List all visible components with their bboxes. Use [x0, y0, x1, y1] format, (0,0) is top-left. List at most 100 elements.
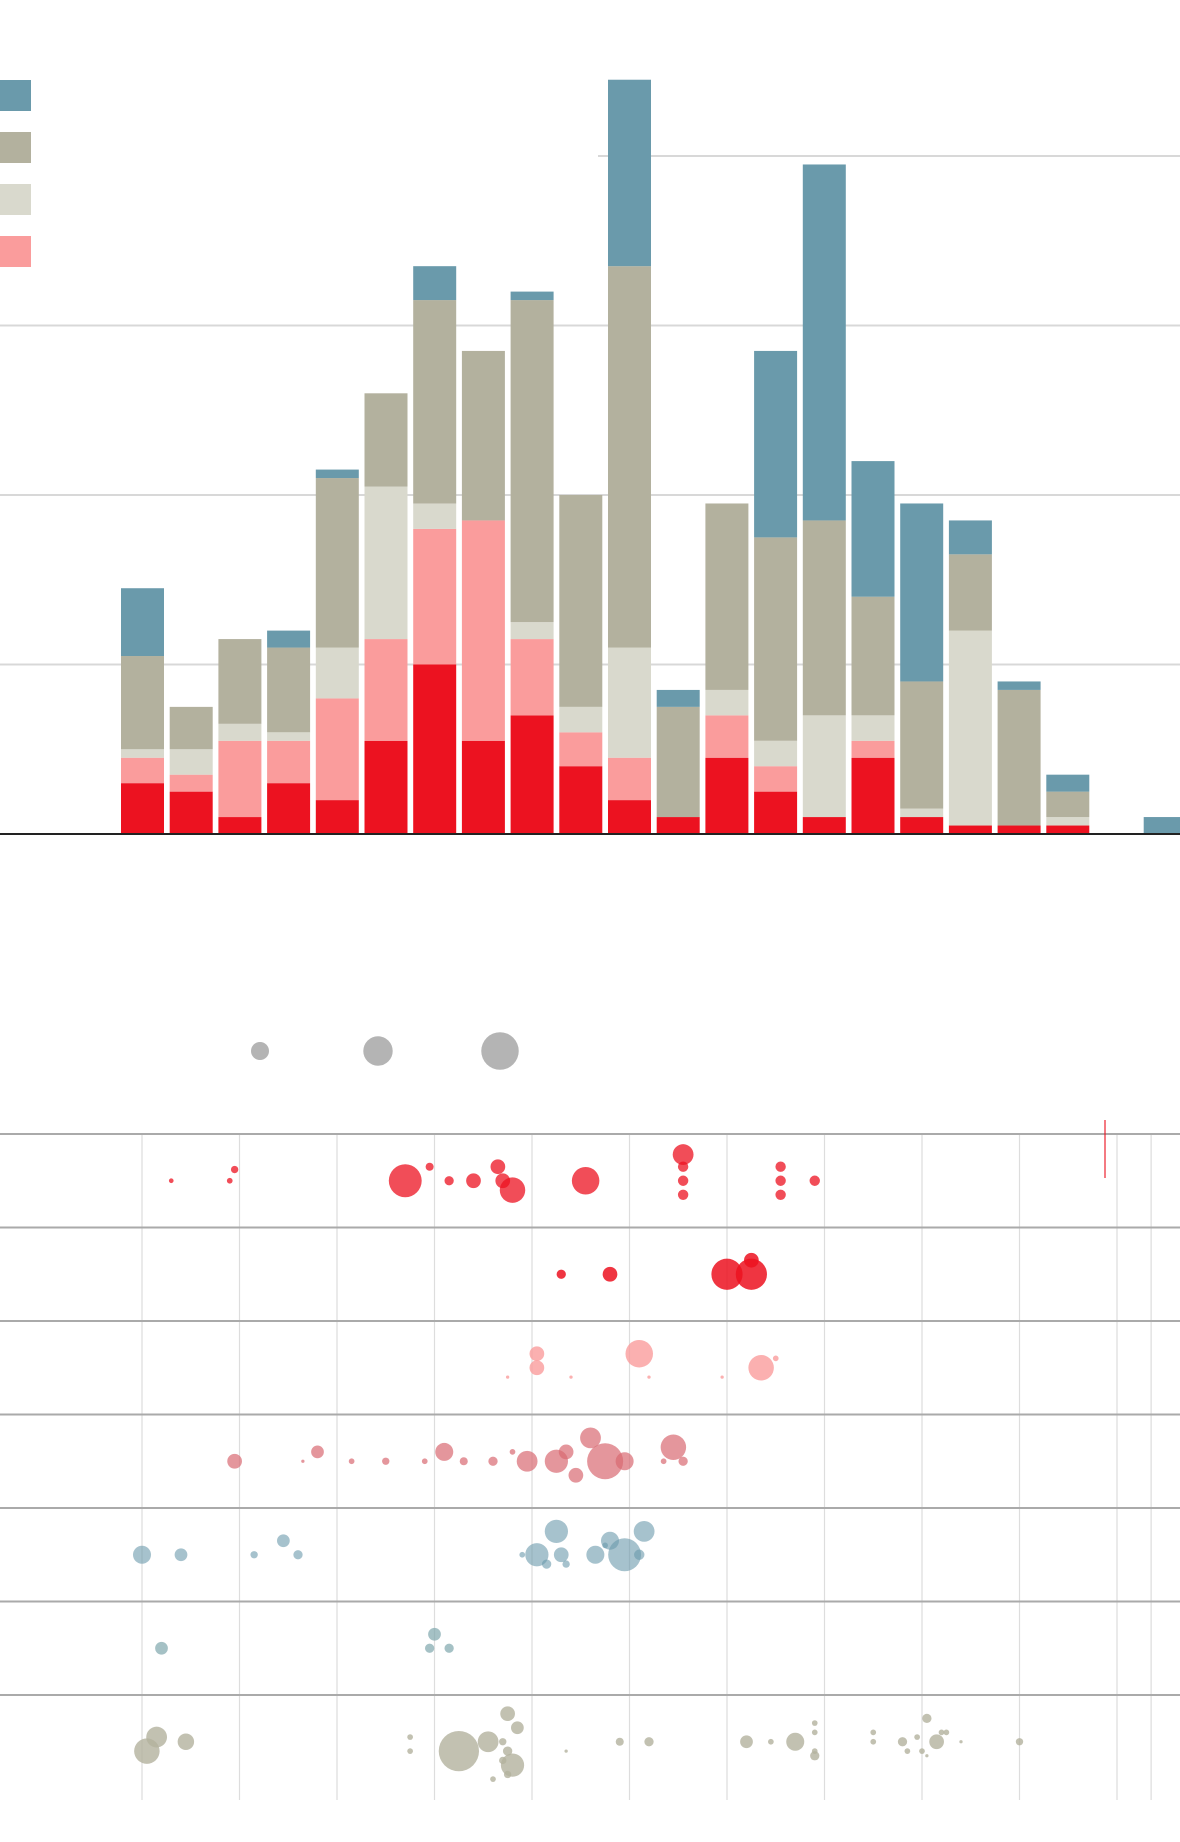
bar-13-light — [705, 689, 749, 716]
bubble-point — [929, 1734, 944, 1750]
bubble-point — [897, 1737, 908, 1747]
bubble-point — [943, 1729, 950, 1736]
bar-16-blue — [851, 461, 895, 597]
bubble-point — [227, 1453, 242, 1469]
bar-8-pink — [461, 520, 505, 741]
bar-5-blue — [315, 469, 359, 479]
legend-swatch-light — [0, 184, 31, 215]
bubble-point — [615, 1452, 634, 1471]
bubble-point — [625, 1339, 654, 1368]
bar-13-red — [705, 757, 749, 834]
bubble-point — [529, 1346, 545, 1362]
bubble-point — [672, 1144, 694, 1165]
bubble-point — [435, 1442, 454, 1461]
bubble-point — [293, 1550, 303, 1560]
size-legend-bubble-2 — [363, 1036, 393, 1066]
bubble-point — [711, 1258, 743, 1290]
bubble-point — [230, 1165, 239, 1174]
bar-20-blue — [1046, 774, 1090, 792]
bar-2-pink — [169, 774, 213, 792]
bubble-point — [277, 1534, 290, 1548]
bubble-point — [488, 1456, 498, 1466]
legend-swatch-khaki — [0, 132, 31, 163]
bubble-point — [810, 1751, 820, 1761]
bar-2-red — [169, 791, 213, 834]
bubble-point — [544, 1449, 569, 1473]
bubble-point — [809, 1175, 820, 1186]
bar-16-light — [851, 715, 895, 741]
bubble-point — [438, 1730, 480, 1772]
bubble-row-1 — [168, 1144, 820, 1203]
bubble-point — [509, 1449, 516, 1455]
bar-11-pink — [608, 757, 651, 801]
bubble-row-5 — [132, 1519, 655, 1572]
bar-4-light — [267, 732, 311, 741]
bar-4-red — [267, 783, 311, 834]
bubble-point — [914, 1734, 920, 1740]
bar-15-khaki — [802, 520, 846, 716]
bubble-point — [1015, 1738, 1024, 1746]
bubble-point — [132, 1545, 152, 1564]
bubble-row-4 — [227, 1427, 688, 1483]
bubble-point — [477, 1731, 499, 1753]
bubble-point — [529, 1360, 545, 1376]
bubble-point — [428, 1627, 441, 1641]
bubble-point — [615, 1737, 624, 1746]
bar-20-khaki — [1046, 791, 1090, 818]
bubble-point — [382, 1457, 390, 1465]
bubble-point — [562, 1560, 570, 1568]
bar-15-blue — [802, 164, 846, 521]
bar-16-red — [851, 757, 895, 834]
bubble-point — [311, 1445, 324, 1459]
bubble-point — [647, 1375, 651, 1379]
bubble-point — [677, 1161, 689, 1172]
bubble-point — [602, 1542, 608, 1549]
bubble-point — [925, 1754, 929, 1758]
bar-7-red — [413, 664, 457, 834]
bar-14-red — [754, 791, 798, 834]
bubble-point — [177, 1733, 195, 1750]
bar-6-light — [364, 486, 408, 640]
bubble-point — [490, 1159, 506, 1175]
bubble-point — [744, 1252, 759, 1268]
bar-8-red — [461, 740, 505, 834]
bubble-row-7 — [134, 1706, 1024, 1782]
bubble-point — [425, 1162, 434, 1171]
bar-17-khaki — [900, 681, 944, 809]
bubble-point — [660, 1458, 667, 1465]
bar-7-pink — [413, 528, 457, 665]
bubble-point — [904, 1748, 911, 1754]
bubble-point — [503, 1770, 512, 1779]
bubble-point — [677, 1175, 689, 1186]
bar-19-red — [997, 825, 1041, 834]
bubble-point — [586, 1545, 605, 1564]
bubble-point — [938, 1729, 945, 1736]
bar-17-light — [900, 808, 944, 818]
size-legend-bubble-1 — [250, 1041, 270, 1061]
bubble-point — [634, 1549, 645, 1560]
bar-6-khaki — [364, 393, 408, 487]
bubble-point — [775, 1175, 786, 1186]
bubble-point — [407, 1748, 413, 1754]
bubble-point — [720, 1375, 724, 1379]
bubble-point — [569, 1375, 573, 1379]
bar-22-blue — [1143, 817, 1180, 834]
bubble-point — [786, 1732, 805, 1751]
bar-7-khaki — [413, 300, 457, 504]
bubble-point — [146, 1726, 168, 1748]
bar-18-blue — [948, 520, 992, 555]
bubble-point — [602, 1266, 618, 1282]
bar-12-khaki — [656, 706, 700, 818]
bubble-point — [505, 1375, 510, 1379]
bar-series — [121, 79, 1180, 834]
bar-2-light — [169, 749, 213, 775]
bar-9-light — [510, 622, 554, 640]
stacked-bar-chart — [0, 79, 1180, 835]
bubble-gridlines — [0, 1120, 1180, 1800]
bubble-point — [424, 1643, 435, 1653]
bar-5-pink — [315, 698, 359, 801]
legend-swatch-pink — [0, 236, 31, 267]
bubble-point — [301, 1459, 305, 1463]
bubble-point — [348, 1458, 355, 1465]
bar-11-khaki — [608, 266, 651, 648]
